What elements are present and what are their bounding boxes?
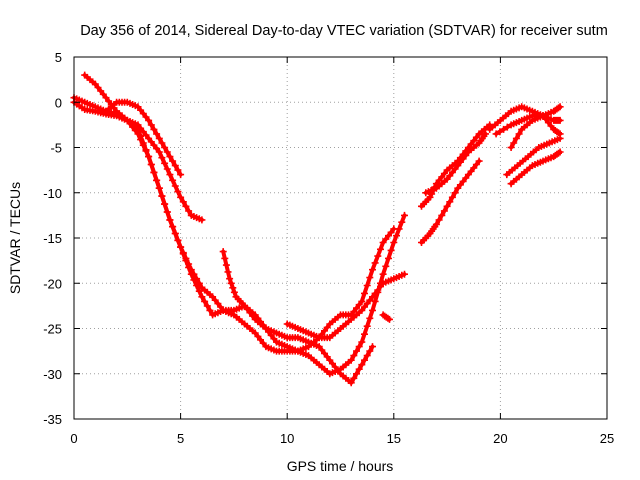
x-axis-title: GPS time / hours — [287, 458, 394, 474]
y-tick-label: -25 — [43, 322, 62, 337]
x-tick-label: 20 — [493, 431, 507, 446]
series-arc-4 — [102, 98, 185, 179]
x-tick-label: 25 — [600, 431, 614, 446]
series-arc-2 — [81, 71, 408, 378]
y-tick-label: -15 — [43, 231, 62, 246]
data-point-markers — [81, 71, 408, 378]
series-arc-1 — [70, 94, 398, 355]
data-point-markers — [422, 130, 489, 197]
y-tick-label: -10 — [43, 186, 62, 201]
data-point-markers — [379, 311, 393, 323]
data-point-markers — [70, 94, 398, 355]
series-arc-14 — [503, 134, 564, 179]
y-axis-title: SDTVAR / TECUs — [7, 182, 23, 294]
y-tick-label: -5 — [50, 141, 62, 156]
data-point-markers — [507, 112, 564, 151]
series-arc-13 — [507, 112, 564, 151]
data-point-markers — [102, 98, 185, 179]
series-arc-7 — [379, 311, 393, 323]
chart-title: Day 356 of 2014, Sidereal Day-to-day VTE… — [80, 23, 608, 39]
data-point-markers — [503, 134, 564, 179]
series-layer — [70, 71, 564, 387]
y-tick-label: -20 — [43, 276, 62, 291]
data-point-markers — [70, 98, 206, 224]
axis-ticks — [73, 56, 608, 420]
y-tick-label: -35 — [43, 412, 62, 427]
series-arc-5 — [219, 248, 376, 387]
x-tick-label: 15 — [387, 431, 401, 446]
x-tick-label: 10 — [280, 431, 294, 446]
x-tick-label: 5 — [177, 431, 184, 446]
data-point-markers — [507, 148, 564, 188]
series-arc-3 — [70, 98, 206, 224]
series-arc-6 — [283, 270, 408, 342]
series-arc-10 — [422, 130, 489, 197]
series-arc-15 — [507, 148, 564, 188]
series-arc-9 — [418, 157, 483, 246]
y-tick-label: 5 — [55, 50, 62, 65]
data-point-markers — [283, 270, 408, 342]
data-point-markers — [219, 248, 376, 387]
y-tick-label: 0 — [55, 95, 62, 110]
x-tick-label: 0 — [70, 431, 77, 446]
y-tick-label: -30 — [43, 367, 62, 382]
axis-tick-labels: 0 5 10 15 20 25 5 0 -5 -10 -15 -20 -25 -30 -35 — [43, 50, 614, 446]
series-arc-8 — [418, 121, 494, 210]
data-point-markers — [418, 157, 483, 246]
